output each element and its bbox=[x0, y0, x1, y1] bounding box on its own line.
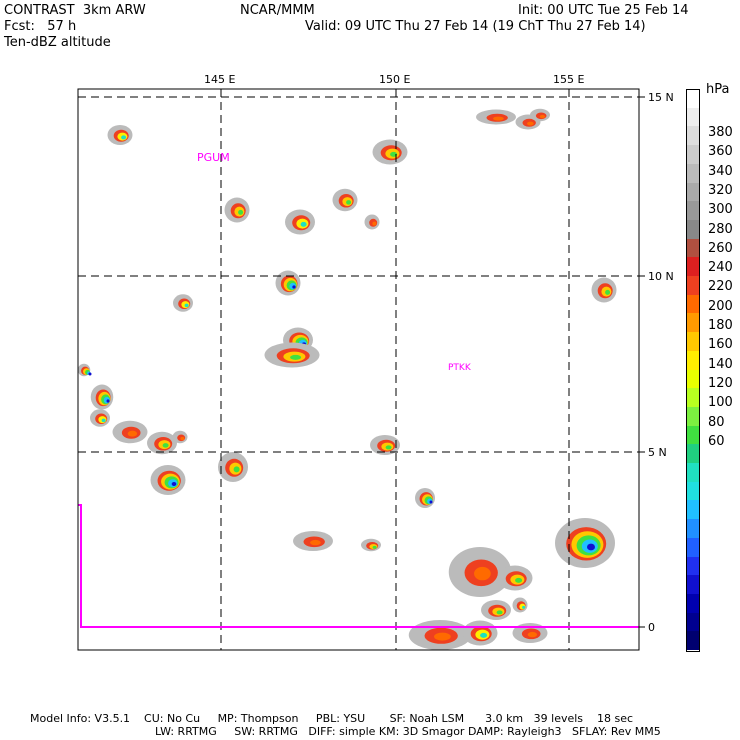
storm-cell-layer bbox=[527, 631, 538, 638]
colorbar-label: 220 bbox=[708, 279, 733, 295]
lon-label-150: 150 E bbox=[379, 73, 410, 86]
storm-cell-layer bbox=[162, 443, 169, 448]
station-ptkk: PTKK bbox=[448, 363, 472, 373]
colorbar-label: 320 bbox=[708, 182, 733, 198]
colorbar-label: 120 bbox=[708, 375, 733, 391]
storm-cell-layer bbox=[88, 372, 92, 376]
colorbar-label: 100 bbox=[708, 395, 733, 411]
tick-marks bbox=[639, 96, 645, 628]
org-label: NCAR/MMM bbox=[240, 3, 315, 18]
storm-cell-layer bbox=[522, 605, 526, 609]
storm-cell-layer bbox=[372, 221, 377, 226]
lat-label-5n: 5 N bbox=[648, 446, 667, 459]
storm-cell-layer bbox=[238, 209, 244, 215]
init-time: Init: 00 UTC Tue 25 Feb 14 bbox=[518, 3, 689, 18]
storm-cell-layer bbox=[493, 73, 509, 78]
storm-cell-layer bbox=[498, 75, 506, 78]
model-title: CONTRAST 3km ARW bbox=[4, 3, 146, 18]
storm-cell-layer bbox=[480, 632, 488, 638]
colorbar-label: 80 bbox=[708, 414, 725, 430]
grid-lines bbox=[78, 89, 639, 650]
colorbar-label: 60 bbox=[708, 433, 725, 449]
storm-cell-layer bbox=[180, 436, 185, 441]
storm-cell-layer bbox=[605, 289, 611, 295]
storm-cell-layer bbox=[587, 543, 595, 551]
field-name: Ten-dBZ altitude bbox=[4, 35, 111, 50]
colorbar-label: 260 bbox=[708, 240, 733, 256]
colorbar-label: 160 bbox=[708, 337, 733, 353]
forecast-hour: Fcst: 57 h bbox=[4, 19, 77, 34]
storm-cell-layer bbox=[171, 482, 177, 486]
storm-cell-layer bbox=[372, 545, 377, 549]
storm-cell-layer bbox=[496, 610, 503, 615]
footer-line-2: LW: RRTMG SW: RRTMG DIFF: simple KM: 3D … bbox=[155, 725, 661, 738]
lat-label-10n: 10 N bbox=[648, 270, 674, 283]
lat-label-15n: 15 N bbox=[648, 91, 674, 104]
colorbar-label: 280 bbox=[708, 221, 733, 237]
storm-cell-layer bbox=[434, 632, 451, 641]
storm-cell-layer bbox=[485, 70, 515, 80]
storm-cell-layer bbox=[539, 114, 546, 119]
station-pgum: PGUM bbox=[197, 151, 230, 164]
storm-cell-layer bbox=[101, 418, 106, 423]
storm-cell-layer bbox=[184, 303, 189, 308]
colorbar-label: 180 bbox=[708, 318, 733, 333]
storm-cell-layer bbox=[346, 200, 352, 205]
colorbar-label: 380 bbox=[708, 125, 733, 140]
storm-cell-layer bbox=[515, 577, 523, 583]
map-frame bbox=[77, 88, 640, 651]
lat-label-0: 0 bbox=[648, 621, 655, 634]
colorbar-label: 360 bbox=[708, 144, 733, 160]
storm-cell-layer bbox=[390, 151, 398, 157]
colorbar-label: 340 bbox=[708, 163, 733, 179]
colorbar-border bbox=[686, 89, 700, 652]
storm-cell-layer bbox=[474, 566, 491, 581]
storm-cell-layer bbox=[290, 354, 302, 360]
storm-cell-layer bbox=[527, 121, 534, 126]
storm-cell-layer bbox=[121, 135, 127, 140]
colorbar-unit: hPa bbox=[706, 82, 730, 97]
storm-cell-layer bbox=[385, 445, 392, 450]
valid-time: Valid: 09 UTC Thu 27 Feb 14 (19 ChT Thu … bbox=[305, 19, 646, 34]
lon-label-155: 155 E bbox=[553, 73, 584, 86]
storm-cell-layer bbox=[429, 500, 433, 504]
storm-cell-layer bbox=[493, 116, 504, 121]
storm-cell-layer bbox=[300, 221, 307, 227]
colorbar-label: 240 bbox=[708, 260, 733, 276]
colorbar-label: 300 bbox=[708, 202, 733, 218]
colorbar-label: 200 bbox=[708, 298, 733, 314]
storm-cells bbox=[78, 70, 617, 650]
storm-cell-layer bbox=[233, 466, 240, 473]
storm-cell-layer bbox=[292, 285, 296, 289]
lon-label-145: 145 E bbox=[204, 73, 235, 86]
storm-cell-layer bbox=[106, 399, 110, 403]
footer-line-1: Model Info: V3.5.1 CU: No Cu MP: Thompso… bbox=[30, 712, 634, 725]
storm-cell-layer bbox=[127, 430, 138, 437]
coastline bbox=[78, 504, 639, 628]
colorbar-label: 140 bbox=[708, 356, 733, 372]
storm-cell-layer bbox=[310, 539, 321, 546]
